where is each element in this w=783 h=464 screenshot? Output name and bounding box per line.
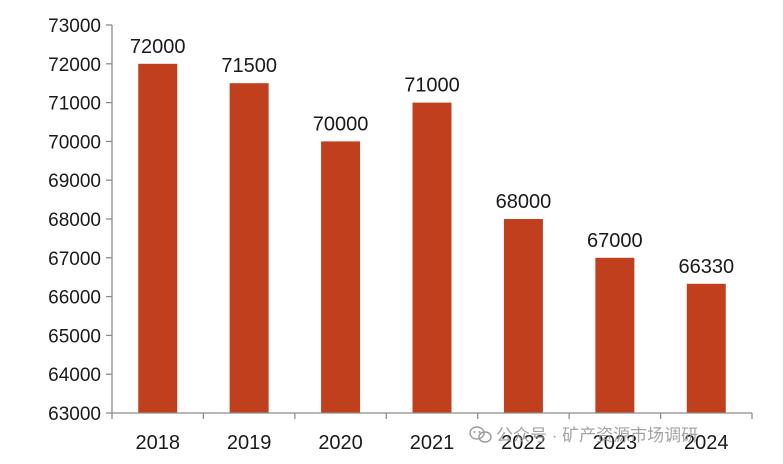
x-tick-label: 2024 — [684, 432, 729, 454]
bar-2019 — [229, 83, 269, 413]
data-label-2018: 72000 — [130, 36, 186, 58]
watermark-text: 公众号 · 矿产资源市场调研 — [496, 426, 698, 445]
y-tick-label: 65000 — [48, 326, 101, 347]
x-tick-label: 2018 — [135, 432, 180, 454]
y-tick-label: 70000 — [48, 132, 101, 153]
bar-2024 — [686, 283, 726, 413]
y-tick-label: 73000 — [48, 16, 101, 37]
watermark: 公众号 · 矿产资源市场调研 — [469, 426, 698, 445]
bar-2023 — [595, 257, 635, 413]
x-tick-label: 2021 — [410, 432, 455, 454]
data-label-2022: 68000 — [496, 191, 552, 213]
y-tick-label: 69000 — [48, 171, 101, 192]
bars — [138, 63, 726, 414]
bar-2020 — [321, 141, 361, 413]
data-label-2024: 66330 — [678, 256, 734, 278]
data-label-2020: 70000 — [313, 113, 369, 135]
y-tick-label: 71000 — [48, 94, 101, 115]
y-tick-label: 63000 — [48, 404, 101, 425]
x-tick-label: 2020 — [318, 432, 363, 454]
y-tick-label: 64000 — [48, 365, 101, 386]
y-tick-label: 72000 — [48, 55, 101, 76]
x-tick-label: 2023 — [593, 432, 638, 454]
data-labels: 72000 71500 70000 71000 68000 67000 66330 — [130, 36, 734, 278]
data-label-2023: 67000 — [587, 230, 643, 252]
x-tick-label: 2022 — [501, 432, 546, 454]
bar-2021 — [412, 102, 452, 413]
x-tick-label: 2019 — [227, 432, 272, 454]
data-label-2021: 71000 — [404, 75, 460, 97]
bar-2022 — [503, 219, 543, 413]
bar-2018 — [138, 63, 178, 414]
y-tick-label: 67000 — [48, 249, 101, 270]
wechat-icon — [469, 426, 492, 443]
x-axis: 2018 2019 2020 2021 2022 2023 2024 — [111, 412, 753, 454]
y-tick-label: 66000 — [48, 288, 101, 309]
y-axis: 63000 64000 65000 66000 67000 68000 69000 70000… — [48, 16, 113, 425]
y-tick-label: 68000 — [48, 210, 101, 231]
data-label-2019: 71500 — [221, 55, 277, 77]
